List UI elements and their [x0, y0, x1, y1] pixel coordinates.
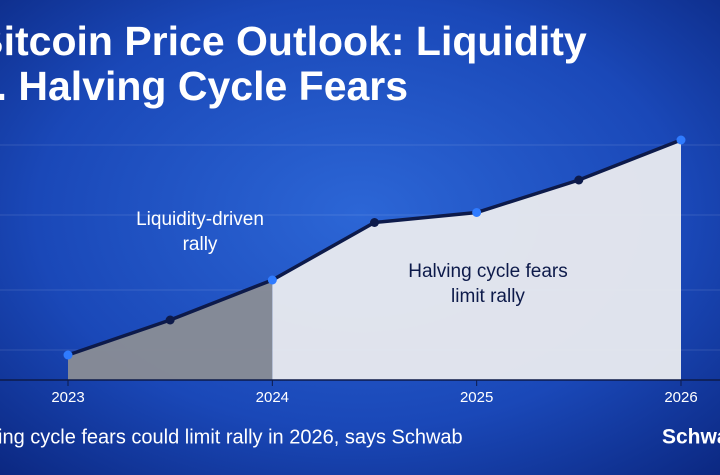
area: [272, 140, 681, 380]
point: [370, 218, 379, 227]
area: [68, 280, 273, 380]
annotation: Liquidity-driven: [136, 209, 264, 230]
annotation: limit rally: [451, 286, 525, 307]
point: [63, 350, 73, 360]
point: [472, 208, 482, 217]
x-tick-label: 2024: [256, 389, 289, 406]
point: [676, 135, 686, 145]
x-tick-label: 2023: [51, 389, 84, 406]
caption: Halving cycle fears could limit rally in…: [0, 426, 463, 448]
title-line: Bitcoin Price Outlook: Liquidity: [0, 18, 587, 64]
annotation: Halving cycle fears: [408, 261, 567, 282]
x-tick-label: 2026: [664, 389, 697, 406]
annotation: rally: [183, 234, 218, 255]
point: [267, 275, 277, 285]
point: [165, 315, 175, 325]
title-line: vs. Halving Cycle Fears: [0, 63, 408, 109]
x-tick-label: 2025: [460, 389, 493, 406]
source: Schwab: [662, 426, 720, 449]
point: [574, 175, 584, 185]
